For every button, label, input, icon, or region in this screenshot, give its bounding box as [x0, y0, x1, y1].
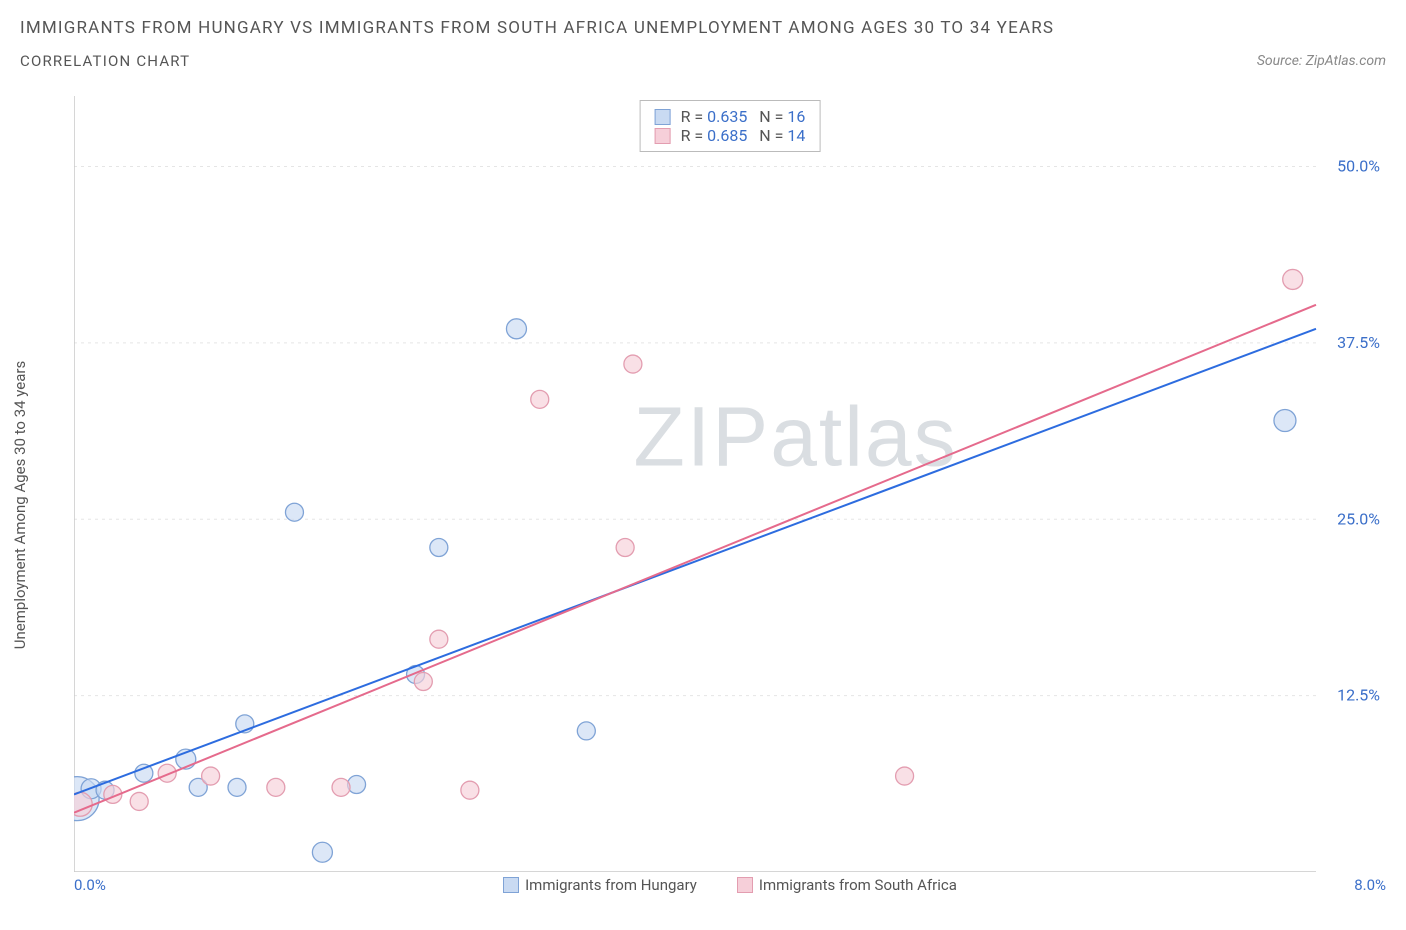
data-point — [430, 630, 448, 648]
regression-line — [74, 329, 1316, 795]
y-tick-label: 25.0% — [1337, 509, 1380, 528]
legend-swatch — [655, 109, 671, 125]
legend-stat-text: R = 0.635 N = 16 — [681, 107, 806, 126]
legend-stat-text: R = 0.685 N = 14 — [681, 126, 806, 145]
y-tick-label: 12.5% — [1337, 686, 1380, 705]
data-point — [158, 764, 176, 782]
data-point — [1274, 410, 1296, 432]
x-axis-area: 0.0% Immigrants from HungaryImmigrants f… — [74, 874, 1386, 896]
stats-legend-row: R = 0.685 N = 14 — [655, 126, 806, 145]
y-axis-label: Unemployment Among Ages 30 to 34 years — [11, 361, 29, 649]
chart-title: IMMIGRANTS FROM HUNGARY VS IMMIGRANTS FR… — [20, 18, 1386, 38]
data-point — [531, 390, 549, 408]
chart-container: Unemployment Among Ages 30 to 34 years Z… — [20, 96, 1386, 896]
stats-legend: R = 0.635 N = 16 R = 0.685 N = 14 — [640, 100, 821, 152]
data-point — [461, 781, 479, 799]
data-point — [896, 767, 914, 785]
data-point — [332, 778, 350, 796]
series-name: Immigrants from South Africa — [759, 876, 957, 894]
data-point — [414, 673, 432, 691]
data-point — [506, 319, 526, 339]
data-point — [577, 722, 595, 740]
data-point — [430, 538, 448, 556]
data-point — [616, 538, 634, 556]
data-point — [1283, 269, 1303, 289]
data-point — [312, 842, 332, 862]
source-label: Source: ZipAtlas.com — [1257, 53, 1386, 69]
data-point — [624, 355, 642, 373]
regression-line — [74, 305, 1316, 813]
chart-svg: 12.5% 25.0% 37.5% 50.0% — [74, 96, 1386, 872]
legend-swatch — [503, 877, 519, 893]
legend-swatch — [655, 128, 671, 144]
data-point — [267, 778, 285, 796]
x-max-label: 8.0% — [1354, 876, 1386, 894]
y-tick-label: 50.0% — [1337, 157, 1380, 176]
data-point — [228, 778, 246, 796]
chart-subtitle: CORRELATION CHART — [20, 52, 190, 70]
plot-area: ZIPatlas R = 0.635 N = 16 R = 0.685 N = … — [74, 96, 1386, 872]
data-point — [202, 767, 220, 785]
legend-swatch — [737, 877, 753, 893]
data-point — [135, 764, 153, 782]
series-name: Immigrants from Hungary — [525, 876, 697, 894]
data-point — [130, 792, 148, 810]
series-legend-item: Immigrants from South Africa — [737, 876, 957, 894]
stats-legend-row: R = 0.635 N = 16 — [655, 107, 806, 126]
series-legend-item: Immigrants from Hungary — [503, 876, 697, 894]
data-point — [285, 503, 303, 521]
y-tick-label: 37.5% — [1337, 333, 1380, 352]
x-min-label: 0.0% — [74, 876, 106, 894]
series-legend: Immigrants from Hungary Immigrants from S… — [503, 876, 957, 894]
